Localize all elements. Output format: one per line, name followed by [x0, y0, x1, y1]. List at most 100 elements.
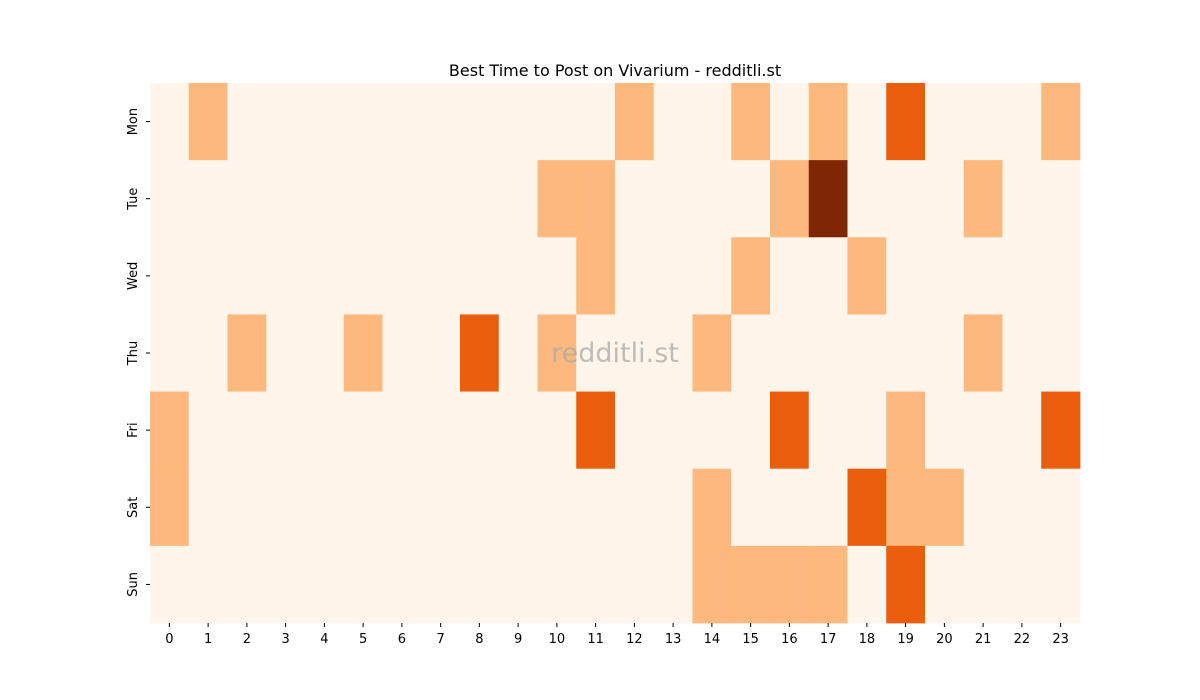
x-tick-label: 5: [359, 632, 367, 647]
heatmap-cell-sat-6: [382, 468, 422, 547]
heatmap-cell-fri-5: [343, 391, 383, 470]
x-tick-label: 13: [665, 632, 682, 647]
x-tick-label: 21: [975, 632, 992, 647]
heatmap-cell-mon-5: [343, 83, 383, 161]
heatmap-cell-wed-1: [188, 237, 228, 315]
x-tick-label: 10: [549, 632, 566, 647]
heatmap-cell-wed-13: [653, 237, 693, 315]
y-tick-label: Sat: [126, 497, 141, 518]
x-tick-label: 6: [398, 632, 406, 647]
heatmap-cell-sat-23: [1041, 468, 1081, 547]
heatmap-cell-mon-18: [847, 83, 887, 161]
heatmap-cell-sun-10: [537, 545, 577, 624]
heatmap-cells: [150, 83, 1081, 624]
heatmap-cell-wed-17: [808, 237, 848, 315]
heatmap-cell-sat-15: [731, 468, 771, 547]
heatmap-cell-sun-12: [615, 545, 655, 624]
heatmap-cell-mon-9: [498, 83, 538, 161]
heatmap-cell-mon-0: [150, 83, 190, 161]
heatmap-cell-wed-11: [576, 237, 616, 315]
heatmap-cell-sun-11: [576, 545, 616, 624]
heatmap-cell-fri-20: [925, 391, 965, 470]
heatmap-cell-fri-10: [537, 391, 577, 470]
heatmap-cell-fri-0: [150, 391, 190, 470]
heatmap-cell-tue-16: [770, 160, 810, 238]
x-tick-label: 22: [1014, 632, 1031, 647]
heatmap-cell-mon-13: [653, 83, 693, 161]
y-tick-label: Thu: [126, 341, 141, 366]
heatmap-cell-wed-19: [886, 237, 926, 315]
x-tick-label: 16: [781, 632, 798, 647]
heatmap-cell-tue-0: [150, 160, 190, 238]
heatmap-cell-thu-19: [886, 314, 926, 392]
heatmap-cell-tue-19: [886, 160, 926, 238]
heatmap-cell-mon-20: [925, 83, 965, 161]
heatmap-cell-thu-23: [1041, 314, 1081, 392]
heatmap-cell-thu-20: [925, 314, 965, 392]
heatmap-cell-thu-2: [227, 314, 267, 392]
heatmap-cell-tue-20: [925, 160, 965, 238]
heatmap-cell-sun-23: [1041, 545, 1081, 624]
heatmap-cell-sun-1: [188, 545, 228, 624]
x-tick-label: 7: [436, 632, 444, 647]
heatmap-cell-tue-5: [343, 160, 383, 238]
heatmap-cell-thu-16: [770, 314, 810, 392]
heatmap-cell-fri-16: [770, 391, 810, 470]
heatmap-cell-sat-18: [847, 468, 887, 547]
heatmap-cell-sat-2: [227, 468, 267, 547]
heatmap-cell-mon-23: [1041, 83, 1081, 161]
heatmap-cell-wed-23: [1041, 237, 1081, 315]
y-axis: Mon Tue Wed Thu Fri Sat Sun: [126, 108, 150, 597]
heatmap-cell-mon-22: [1002, 83, 1042, 161]
heatmap-cell-mon-15: [731, 83, 771, 161]
x-tick-label: 14: [704, 632, 721, 647]
heatmap-cell-tue-22: [1002, 160, 1042, 238]
heatmap-cell-wed-18: [847, 237, 887, 315]
heatmap-cell-thu-17: [808, 314, 848, 392]
x-tick-label: 15: [742, 632, 759, 647]
heatmap-cell-fri-21: [963, 391, 1003, 470]
heatmap-cell-sat-5: [343, 468, 383, 547]
heatmap-cell-tue-10: [537, 160, 577, 238]
heatmap-cell-fri-15: [731, 391, 771, 470]
heatmap-cell-sat-3: [266, 468, 306, 547]
heatmap-cell-sat-4: [305, 468, 345, 547]
y-tick-label: Mon: [126, 108, 141, 135]
x-tick-label: 3: [281, 632, 289, 647]
heatmap-cell-sun-15: [731, 545, 771, 624]
heatmap-cell-tue-11: [576, 160, 616, 238]
y-tick-label: Sun: [126, 572, 141, 597]
heatmap-cell-fri-6: [382, 391, 422, 470]
heatmap-cell-sat-20: [925, 468, 965, 547]
heatmap-cell-tue-23: [1041, 160, 1081, 238]
heatmap-cell-wed-15: [731, 237, 771, 315]
heatmap-cell-mon-6: [382, 83, 422, 161]
heatmap-cell-sun-6: [382, 545, 422, 624]
heatmap-cell-wed-4: [305, 237, 345, 315]
heatmap-cell-thu-22: [1002, 314, 1042, 392]
heatmap-cell-sat-22: [1002, 468, 1042, 547]
heatmap-cell-sat-13: [653, 468, 693, 547]
heatmap-cell-thu-9: [498, 314, 538, 392]
heatmap-cell-sun-5: [343, 545, 383, 624]
heatmap-cell-sat-9: [498, 468, 538, 547]
heatmap-cell-thu-10: [537, 314, 577, 392]
heatmap-cell-mon-19: [886, 83, 926, 161]
heatmap-cell-tue-6: [382, 160, 422, 238]
heatmap-cell-sun-9: [498, 545, 538, 624]
y-tick-label: Fri: [126, 422, 141, 438]
heatmap-cell-fri-11: [576, 391, 616, 470]
heatmap-cell-wed-22: [1002, 237, 1042, 315]
heatmap-cell-mon-14: [692, 83, 732, 161]
heatmap-cell-tue-17: [808, 160, 848, 238]
heatmap-cell-tue-4: [305, 160, 345, 238]
heatmap-cell-sun-17: [808, 545, 848, 624]
heatmap-cell-thu-18: [847, 314, 887, 392]
heatmap-cell-wed-16: [770, 237, 810, 315]
x-tick-label: 0: [165, 632, 173, 647]
heatmap-cell-sat-8: [460, 468, 500, 547]
heatmap-cell-tue-2: [227, 160, 267, 238]
heatmap-cell-sun-20: [925, 545, 965, 624]
heatmap-cell-sun-19: [886, 545, 926, 624]
heatmap-cell-wed-9: [498, 237, 538, 315]
